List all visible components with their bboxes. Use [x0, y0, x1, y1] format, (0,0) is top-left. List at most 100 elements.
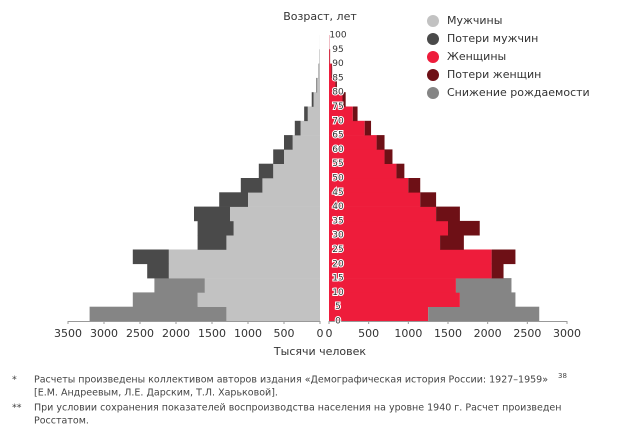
x-tick-label: 0 [317, 327, 324, 340]
y-tick-label: 55 [332, 159, 343, 169]
bar [329, 49, 330, 64]
y-tick-label: 75 [332, 102, 343, 112]
bar [436, 207, 460, 222]
bar [456, 278, 512, 293]
legend-label: Потери женщин [447, 68, 541, 81]
bar [133, 250, 169, 265]
bar [353, 107, 358, 122]
bar [329, 64, 331, 79]
y-tick-label: 60 [332, 145, 344, 155]
bar [262, 178, 320, 193]
bar [492, 264, 504, 279]
bar [365, 121, 371, 136]
y-tick-label: 95 [332, 45, 343, 55]
bar [273, 164, 320, 179]
legend-label: Женщины [447, 50, 506, 63]
bar [273, 149, 284, 164]
bar [219, 192, 248, 207]
y-axis-title: Возраст, лет [283, 10, 357, 23]
y-tick-label: 10 [332, 288, 344, 298]
bar [284, 135, 293, 150]
bar [234, 221, 320, 236]
bar [169, 264, 320, 279]
bar [295, 121, 301, 136]
footnote-sup: 38 [558, 372, 567, 380]
legend-swatch [427, 69, 439, 81]
bar [420, 192, 436, 207]
bar [312, 92, 314, 107]
footnote-text: Росстатом. [34, 416, 89, 427]
x-tick-label: 2000 [474, 327, 502, 340]
bar [154, 278, 204, 293]
x-tick-label: 2500 [126, 327, 154, 340]
x-axis-title: Тысячи человек [273, 345, 366, 358]
bar [259, 164, 273, 179]
x-tick-label: 1500 [198, 327, 226, 340]
x-tick-label: 500 [274, 327, 295, 340]
legend-label: Потери мужчин [447, 32, 538, 45]
x-tick-label: 3000 [90, 327, 118, 340]
y-tick-label: 15 [332, 274, 343, 284]
bar [408, 178, 420, 193]
x-tick-label: 0 [326, 327, 333, 340]
y-tick-label: 70 [332, 116, 344, 126]
y-tick-label: 25 [332, 245, 343, 255]
y-tick-label: 0 [335, 317, 341, 327]
bar [329, 278, 456, 293]
y-tick-label: 85 [332, 73, 343, 83]
bar [460, 292, 516, 307]
bar [308, 107, 320, 122]
y-tick-label: 5 [335, 302, 341, 312]
bar [169, 250, 320, 265]
footnote-text: Расчеты произведены коллективом авторов … [34, 375, 548, 386]
bar [90, 307, 227, 322]
bar [329, 292, 460, 307]
footnote-text: [Е.М. Андреевым, Л.Е. Дарским, Т.Л. Харь… [34, 388, 278, 399]
bar [396, 164, 404, 179]
bar [329, 207, 436, 222]
bar [314, 92, 320, 107]
x-tick-label: 2500 [513, 327, 541, 340]
y-tick-label: 65 [332, 131, 343, 141]
bar [230, 207, 320, 222]
bar [317, 78, 320, 93]
bar [147, 264, 169, 279]
bar [301, 121, 320, 136]
y-tick-label: 50 [332, 174, 344, 184]
x-tick-label: 1500 [434, 327, 462, 340]
x-tick-label: 3500 [54, 327, 82, 340]
x-tick-label: 1000 [394, 327, 422, 340]
bar [377, 135, 385, 150]
bar [198, 221, 234, 236]
x-tick-label: 500 [358, 327, 379, 340]
bar [198, 235, 227, 250]
bar [304, 107, 308, 122]
bar [284, 149, 320, 164]
bar [329, 250, 492, 265]
legend-label: Снижение рождаемости [447, 86, 590, 99]
y-tick-label: 35 [332, 216, 343, 226]
footnote-text: При условии сохранения показателей воспр… [34, 403, 561, 414]
bar [329, 307, 428, 322]
y-tick-label: 40 [332, 202, 344, 212]
bar [133, 292, 198, 307]
bar [440, 235, 464, 250]
bar [329, 264, 492, 279]
bar [205, 278, 320, 293]
footnote-marker: * [12, 375, 17, 386]
bar [198, 292, 320, 307]
bar [293, 135, 320, 150]
bar [316, 78, 317, 93]
x-tick-label: 3000 [553, 327, 581, 340]
legend-swatch [427, 15, 439, 27]
y-tick-label: 90 [332, 59, 344, 69]
bar [329, 221, 448, 236]
bar [492, 250, 516, 265]
bar [194, 207, 230, 222]
y-tick-label: 80 [332, 88, 344, 98]
footnote-marker: ** [12, 403, 22, 414]
bar [448, 221, 480, 236]
bar [241, 178, 263, 193]
x-tick-label: 1000 [234, 327, 262, 340]
